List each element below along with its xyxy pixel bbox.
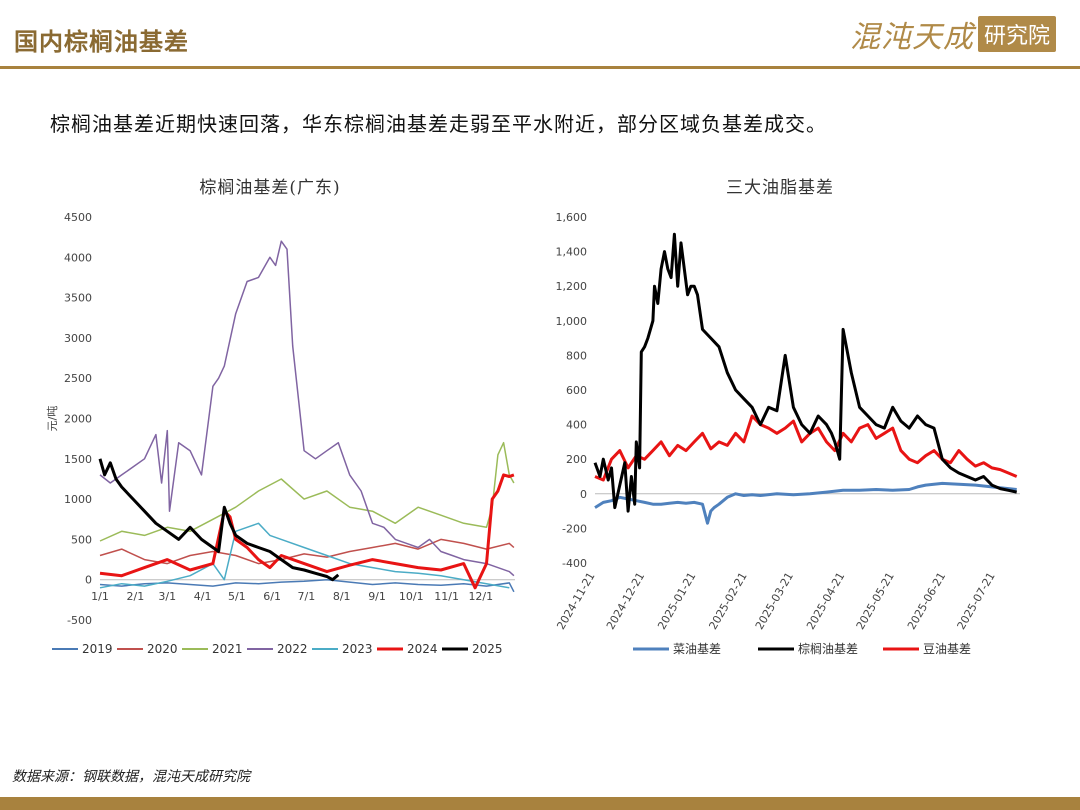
y-tick-label: -200 xyxy=(562,522,587,535)
y-tick-label: 0 xyxy=(580,488,587,501)
series-line-菜油基差 xyxy=(594,481,1017,525)
x-tick-label: 8/1 xyxy=(333,590,351,603)
y-tick-label: 600 xyxy=(566,384,587,397)
x-tick-label: 2025-02-21 xyxy=(707,570,750,632)
header-divider xyxy=(0,66,1080,69)
x-tick-label: 10/1 xyxy=(399,590,424,603)
legend-label: 2019 xyxy=(82,642,113,656)
chart-right: -400 -200 0 200 400 600 800 1,000 1,200 1,400 1,60… xyxy=(554,211,1020,656)
summary-text: 棕榈油基差近期快速回落，华东棕榈油基差走弱至平水附近，部分区域负基差成交。 xyxy=(50,112,827,136)
y-tick-label: -500 xyxy=(67,614,92,627)
legend-label: 棕榈油基差 xyxy=(798,641,858,656)
page-title: 国内棕榈油基差 xyxy=(14,27,189,56)
y-tick-label: -400 xyxy=(562,557,587,570)
x-tick-label: 2/1 xyxy=(126,590,144,603)
y-tick-label: 0 xyxy=(85,574,92,587)
legend-label: 2023 xyxy=(342,642,373,656)
x-tick-label: 2025-05-21 xyxy=(854,570,897,632)
chart-title-right: 三大油脂基差 xyxy=(726,178,834,198)
x-tick-label: 2025-03-21 xyxy=(753,570,796,632)
x-tick-label: 2025-01-21 xyxy=(655,570,698,632)
legend-label: 2022 xyxy=(277,642,308,656)
y-tick-label: 1,600 xyxy=(556,211,588,224)
y-tick-label: 4500 xyxy=(64,211,92,224)
series-line-棕榈油基差 xyxy=(593,232,1018,513)
x-tick-label: 4/1 xyxy=(194,590,212,603)
x-tick-label: 7/1 xyxy=(298,590,316,603)
page-header: 国内棕榈油基差 混沌天成 研究院 xyxy=(0,0,1080,70)
x-tick-label: 1/1 xyxy=(91,590,109,603)
y-tick-label: 1,200 xyxy=(556,280,588,293)
y-tick-label: 1,400 xyxy=(556,246,588,259)
legend-label: 2020 xyxy=(147,642,178,656)
y-tick-label: 2000 xyxy=(64,413,92,426)
series-line-2023 xyxy=(99,522,510,589)
y-tick-label: 800 xyxy=(566,349,587,362)
x-tick-label: 2024-12-21 xyxy=(604,570,647,632)
legend-label: 2025 xyxy=(472,642,503,656)
data-source: 数据来源：钢联数据，混沌天成研究院 xyxy=(12,769,250,785)
y-tick-label: 4000 xyxy=(64,251,92,264)
logo-box-text: 研究院 xyxy=(977,16,1056,52)
x-tick-label: 2025-06-21 xyxy=(905,570,948,632)
y-tick-label: 1500 xyxy=(64,453,92,466)
series-line-2019 xyxy=(99,578,515,593)
legend-label: 2024 xyxy=(407,642,438,656)
x-tick-label: 2024-11-21 xyxy=(554,570,597,632)
y-tick-label: 500 xyxy=(71,533,92,546)
series-line-2024 xyxy=(99,473,515,590)
legend-label: 豆油基差 xyxy=(923,642,971,656)
x-tick-label: 6/1 xyxy=(263,590,281,603)
series-line-豆油基差 xyxy=(594,414,1018,482)
series-line-2022 xyxy=(99,240,515,577)
legend-label: 2021 xyxy=(212,642,243,656)
y-tick-label: 1,000 xyxy=(556,315,588,328)
logo: 混沌天成 研究院 xyxy=(850,12,1056,56)
y-tick-label: 2500 xyxy=(64,372,92,385)
x-tick-label: 2025-07-21 xyxy=(955,570,998,632)
footer-bar xyxy=(0,797,1080,810)
y-tick-label: 1000 xyxy=(64,493,92,506)
logo-text: 混沌天成 xyxy=(849,20,974,55)
legend-label: 菜油基差 xyxy=(673,642,721,656)
y-tick-label: 400 xyxy=(566,419,587,432)
x-tick-label: 12/1 xyxy=(468,590,493,603)
x-tick-label: 3/1 xyxy=(158,590,176,603)
x-tick-label: 5/1 xyxy=(228,590,246,603)
y-tick-label: 3000 xyxy=(64,332,92,345)
y-tick-label: 200 xyxy=(566,453,587,466)
series-line-2025 xyxy=(98,458,340,582)
x-tick-label: 9/1 xyxy=(368,590,386,603)
chart-left: -500 0 500 1000 1500 2000 2500 3000 3500 4000 4500… xyxy=(46,211,515,656)
series-line-2021 xyxy=(99,441,515,542)
y-tick-label: 3500 xyxy=(64,292,92,305)
x-tick-label: 11/1 xyxy=(434,590,459,603)
x-tick-label: 2025-04-21 xyxy=(804,570,847,632)
y-axis-label: 元/吨 xyxy=(46,406,59,432)
chart-title-left: 棕榈油基差(广东) xyxy=(199,178,341,198)
